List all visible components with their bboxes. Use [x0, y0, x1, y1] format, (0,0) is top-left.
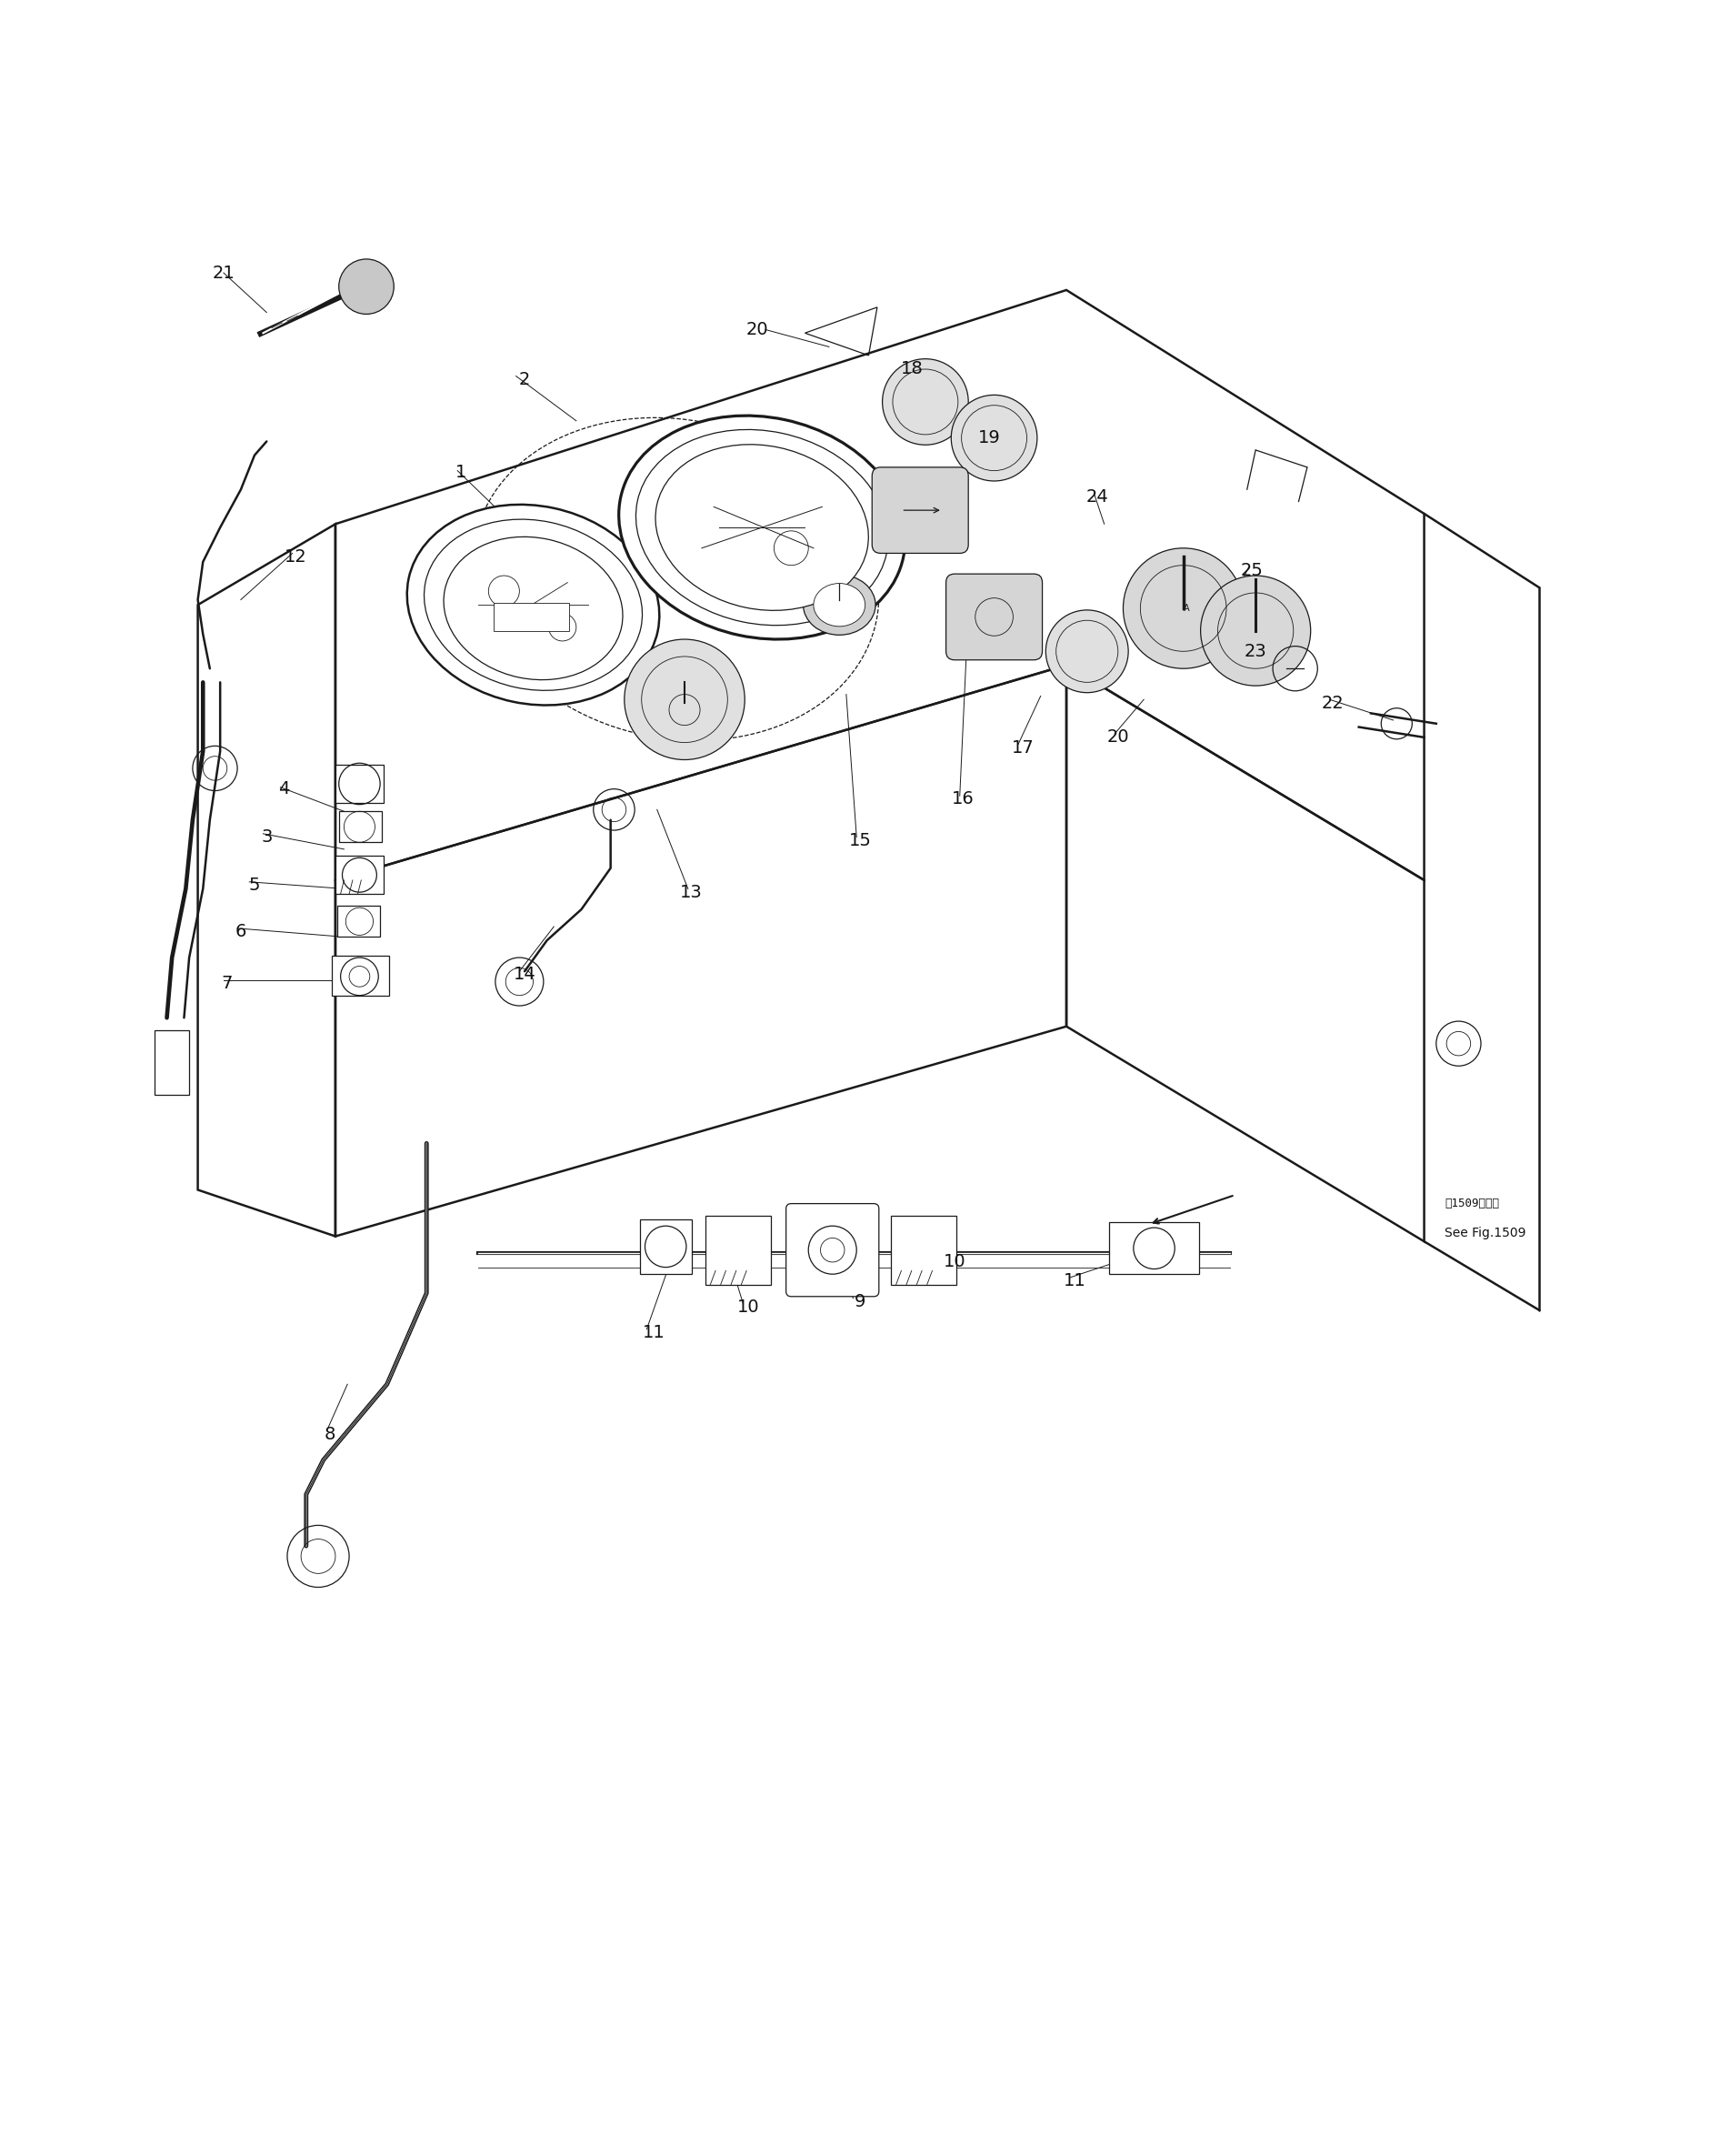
Ellipse shape — [425, 520, 642, 690]
Text: 20: 20 — [1106, 729, 1130, 746]
Text: 19: 19 — [977, 429, 1001, 446]
Text: 15: 15 — [848, 832, 872, 849]
Text: 23: 23 — [1244, 642, 1268, 660]
Circle shape — [1123, 548, 1244, 668]
Circle shape — [1201, 576, 1311, 686]
Circle shape — [339, 259, 394, 315]
Text: 12: 12 — [284, 548, 308, 565]
Bar — [335, 765, 384, 802]
Text: 8: 8 — [325, 1425, 335, 1442]
FancyBboxPatch shape — [946, 573, 1042, 660]
Bar — [1109, 1222, 1199, 1274]
Circle shape — [1046, 610, 1128, 692]
Text: 24: 24 — [1085, 487, 1109, 505]
Text: 第1509図参照: 第1509図参照 — [1445, 1199, 1500, 1210]
Ellipse shape — [655, 444, 869, 610]
Text: 10: 10 — [736, 1298, 760, 1315]
Text: 11: 11 — [642, 1324, 666, 1341]
Text: 6: 6 — [236, 923, 246, 940]
FancyBboxPatch shape — [872, 468, 968, 554]
Circle shape — [624, 640, 745, 759]
Bar — [494, 604, 569, 632]
Text: See Fig.1509: See Fig.1509 — [1445, 1227, 1526, 1240]
FancyBboxPatch shape — [786, 1203, 879, 1296]
Text: 2: 2 — [519, 371, 530, 388]
Text: 22: 22 — [1321, 694, 1345, 711]
Text: 3: 3 — [261, 828, 272, 845]
Text: 10: 10 — [943, 1253, 967, 1270]
Text: 14: 14 — [513, 966, 537, 983]
Text: A: A — [1183, 604, 1190, 612]
Text: 1: 1 — [456, 464, 466, 481]
Ellipse shape — [619, 416, 905, 640]
Text: 17: 17 — [1011, 740, 1035, 757]
Text: 20: 20 — [745, 321, 769, 338]
Circle shape — [882, 358, 968, 444]
Text: 5: 5 — [249, 877, 260, 895]
Bar — [640, 1218, 691, 1274]
Bar — [155, 1031, 189, 1095]
Ellipse shape — [814, 584, 865, 627]
Bar — [337, 906, 380, 938]
Text: 11: 11 — [1063, 1272, 1087, 1289]
Text: 18: 18 — [900, 360, 924, 377]
Ellipse shape — [803, 576, 875, 636]
Text: 16: 16 — [951, 791, 975, 808]
Text: 21: 21 — [212, 265, 236, 282]
Bar — [335, 856, 384, 895]
Text: 25: 25 — [1240, 563, 1264, 580]
Text: 4: 4 — [279, 780, 289, 798]
Ellipse shape — [408, 505, 659, 705]
Bar — [339, 811, 382, 843]
Text: 7: 7 — [222, 975, 232, 992]
Ellipse shape — [636, 429, 888, 625]
Text: 13: 13 — [679, 884, 703, 901]
Ellipse shape — [444, 537, 623, 679]
Bar — [891, 1216, 956, 1285]
Bar — [705, 1216, 771, 1285]
Circle shape — [951, 395, 1037, 481]
Text: 9: 9 — [855, 1294, 865, 1311]
Bar — [332, 955, 389, 996]
